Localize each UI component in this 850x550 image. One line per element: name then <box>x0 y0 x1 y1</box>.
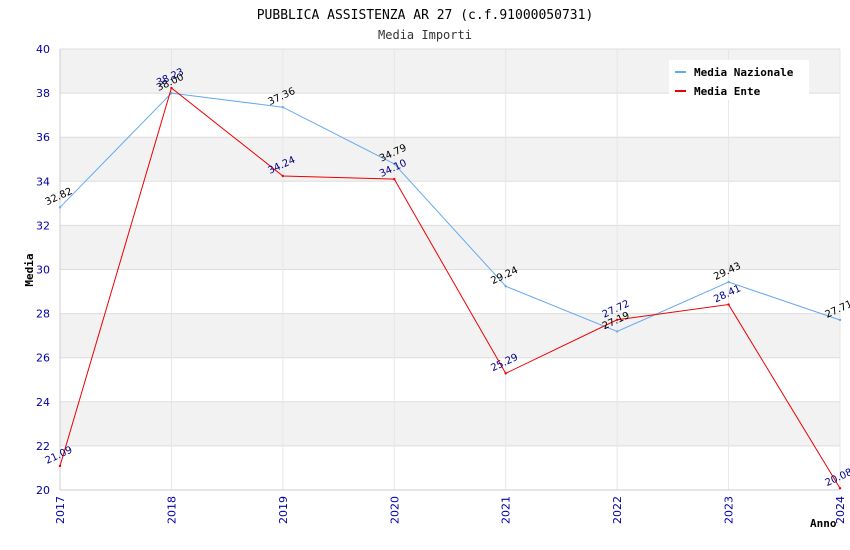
y-axis-label: Media <box>23 253 36 286</box>
x-axis-ticks: 2017 2018 2019 2020 2021 2022 2023 2024 <box>54 496 847 524</box>
x-tick-label: 2024 <box>834 496 847 524</box>
y-tick-label: 40 <box>36 43 50 56</box>
y-tick-label: 34 <box>36 175 50 188</box>
data-point <box>393 177 396 181</box>
y-tick-label: 36 <box>36 131 50 144</box>
data-point <box>615 330 619 333</box>
y-tick-label: 38 <box>36 87 50 100</box>
series-line-2 <box>59 87 841 489</box>
plot-band <box>60 181 840 226</box>
data-point <box>58 206 62 209</box>
plot-band <box>60 357 840 402</box>
data-point <box>393 162 396 166</box>
x-tick-label: 2017 <box>54 496 67 524</box>
data-point <box>615 318 619 321</box>
plot-band <box>60 313 840 358</box>
data-point <box>727 303 730 306</box>
legend-label: Media Nazionale <box>694 66 794 79</box>
y-axis-ticks: 20 22 24 26 28 30 32 34 36 38 40 <box>36 43 50 497</box>
data-point <box>838 318 842 322</box>
plot-band <box>60 93 840 138</box>
data-point <box>170 91 173 95</box>
x-axis-label: Anno <box>810 517 837 530</box>
data-point <box>170 86 173 90</box>
y-tick-label: 30 <box>36 264 50 277</box>
y-tick-label: 24 <box>36 396 50 409</box>
y-tick-label: 26 <box>36 352 50 365</box>
legend-box <box>669 60 809 100</box>
y-tick-label: 32 <box>36 219 50 232</box>
y-tick-label: 22 <box>36 440 50 453</box>
plot-band <box>60 137 840 182</box>
x-tick-label: 2023 <box>723 496 736 524</box>
y-tick-label: 20 <box>36 484 50 497</box>
data-point <box>281 106 285 109</box>
data-point <box>504 372 507 375</box>
x-tick-label: 2022 <box>611 496 624 524</box>
legend: Media Nazionale Media Ente <box>669 60 809 100</box>
y-tick-label: 28 <box>36 308 50 321</box>
series-lines <box>58 86 842 490</box>
data-point <box>504 285 507 288</box>
plot-band <box>60 225 840 270</box>
plot-band <box>60 401 840 446</box>
grid-lines <box>59 48 841 491</box>
plot-background <box>60 49 840 490</box>
x-tick-label: 2021 <box>500 496 513 524</box>
data-point <box>281 174 285 178</box>
data-point <box>58 464 62 468</box>
series-line-1 <box>59 92 841 333</box>
data-point <box>838 487 842 490</box>
legend-label: Media Ente <box>694 85 761 98</box>
data-point <box>727 280 730 284</box>
x-tick-label: 2019 <box>277 496 290 524</box>
chart-subtitle: Media Importi <box>378 28 472 42</box>
x-tick-label: 2018 <box>165 496 178 524</box>
x-tick-label: 2020 <box>388 496 401 524</box>
plot-band <box>60 445 840 490</box>
chart-title: PUBBLICA ASSISTENZA AR 27 (c.f.910000507… <box>257 8 594 23</box>
